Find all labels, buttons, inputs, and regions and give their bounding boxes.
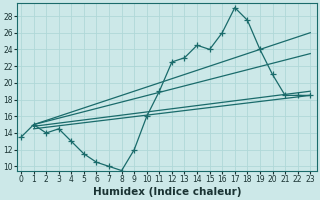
X-axis label: Humidex (Indice chaleur): Humidex (Indice chaleur) [93, 187, 241, 197]
